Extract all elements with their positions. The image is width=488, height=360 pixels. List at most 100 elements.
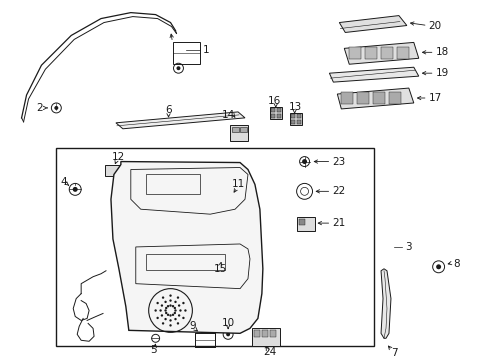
Circle shape xyxy=(174,301,176,303)
Circle shape xyxy=(164,312,167,314)
Circle shape xyxy=(174,309,176,312)
Circle shape xyxy=(169,294,171,297)
Bar xyxy=(269,330,275,337)
Circle shape xyxy=(302,159,306,164)
Circle shape xyxy=(173,312,176,314)
Bar xyxy=(270,108,274,112)
Polygon shape xyxy=(339,15,406,32)
Circle shape xyxy=(159,309,162,312)
Bar xyxy=(290,114,294,118)
Circle shape xyxy=(178,314,180,317)
Text: 24: 24 xyxy=(263,347,276,357)
Text: 20: 20 xyxy=(428,21,441,31)
Polygon shape xyxy=(111,162,263,333)
Polygon shape xyxy=(329,67,418,82)
Bar xyxy=(230,125,247,141)
Circle shape xyxy=(169,319,171,321)
Circle shape xyxy=(164,309,166,312)
Text: 9: 9 xyxy=(189,321,195,332)
Circle shape xyxy=(177,322,179,325)
Text: 15: 15 xyxy=(213,264,226,274)
Circle shape xyxy=(173,307,176,309)
Circle shape xyxy=(164,318,166,320)
Circle shape xyxy=(166,314,169,316)
Text: 6: 6 xyxy=(165,105,171,115)
Circle shape xyxy=(169,300,171,302)
Polygon shape xyxy=(380,269,390,338)
Bar xyxy=(232,127,239,132)
Bar xyxy=(356,92,368,104)
Bar xyxy=(348,48,361,59)
Circle shape xyxy=(182,302,184,304)
Bar xyxy=(396,48,408,59)
Bar xyxy=(262,330,267,337)
Text: 3: 3 xyxy=(405,242,411,252)
Text: 16: 16 xyxy=(267,96,281,106)
Text: 21: 21 xyxy=(332,218,345,228)
Bar xyxy=(296,120,300,124)
Text: 13: 13 xyxy=(288,102,302,112)
Text: 23: 23 xyxy=(332,157,345,167)
Bar xyxy=(276,108,280,112)
Text: 12: 12 xyxy=(112,152,125,162)
Text: 11: 11 xyxy=(231,179,244,189)
Bar xyxy=(276,114,280,118)
Bar xyxy=(145,254,224,270)
Bar xyxy=(296,217,314,231)
Bar xyxy=(240,127,246,132)
Text: 1: 1 xyxy=(203,45,209,55)
Bar xyxy=(365,48,376,59)
Bar xyxy=(220,209,244,217)
Circle shape xyxy=(73,187,78,192)
Bar xyxy=(218,194,245,208)
Circle shape xyxy=(164,307,167,309)
Circle shape xyxy=(225,332,230,336)
Bar xyxy=(372,92,384,104)
Bar xyxy=(251,328,279,346)
Text: 18: 18 xyxy=(435,47,448,57)
Polygon shape xyxy=(337,88,413,109)
Bar xyxy=(56,148,373,346)
Bar xyxy=(195,333,215,347)
Circle shape xyxy=(179,309,181,312)
Text: 17: 17 xyxy=(428,93,441,103)
Text: 7: 7 xyxy=(390,348,396,358)
Circle shape xyxy=(171,314,174,316)
Bar xyxy=(218,244,240,258)
Circle shape xyxy=(169,304,171,307)
Bar xyxy=(105,165,122,176)
Circle shape xyxy=(161,314,163,317)
Circle shape xyxy=(162,322,164,325)
Circle shape xyxy=(176,66,180,70)
Circle shape xyxy=(178,304,180,307)
Circle shape xyxy=(156,302,159,304)
Circle shape xyxy=(164,301,166,303)
Text: 8: 8 xyxy=(452,259,459,269)
Circle shape xyxy=(156,317,159,319)
Text: 2: 2 xyxy=(36,103,42,113)
Bar xyxy=(253,330,259,337)
Bar xyxy=(172,42,200,64)
Bar xyxy=(298,219,304,225)
Bar xyxy=(380,48,392,59)
Polygon shape xyxy=(116,112,244,129)
Text: 22: 22 xyxy=(332,186,345,196)
Bar xyxy=(388,92,400,104)
Polygon shape xyxy=(344,42,418,64)
Text: 14: 14 xyxy=(221,110,234,120)
Circle shape xyxy=(166,305,169,307)
Bar xyxy=(269,107,281,119)
Circle shape xyxy=(171,305,174,307)
Circle shape xyxy=(182,317,184,319)
Circle shape xyxy=(54,106,58,110)
Circle shape xyxy=(169,324,171,327)
Text: 5: 5 xyxy=(150,345,157,355)
Bar xyxy=(145,175,200,194)
Circle shape xyxy=(435,264,440,269)
Circle shape xyxy=(161,304,163,307)
Bar xyxy=(290,120,294,124)
Text: 4: 4 xyxy=(60,177,66,188)
Bar xyxy=(289,113,301,125)
Text: 19: 19 xyxy=(435,68,448,78)
Circle shape xyxy=(184,309,186,312)
